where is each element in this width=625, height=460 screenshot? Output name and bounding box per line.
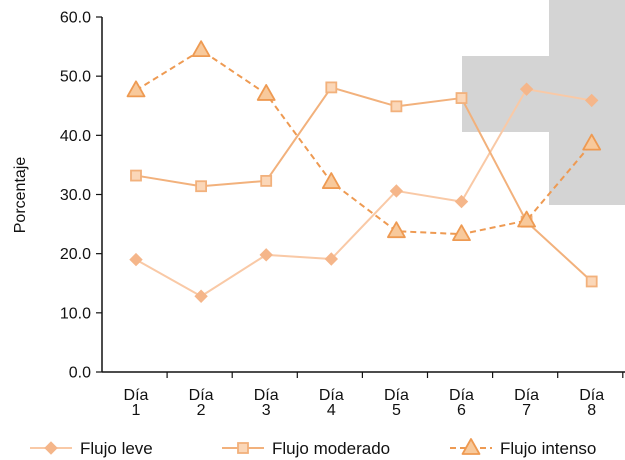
x-tick-label: Día 1 [124, 387, 149, 419]
x-tick-label: Día 4 [319, 387, 344, 419]
series-layer [126, 40, 602, 303]
data-point-flujo-moderado [130, 169, 142, 182]
data-point-flujo-intenso [582, 133, 602, 151]
legend-item-flujo-intenso: Flujo intenso [450, 438, 596, 458]
y-tick-label: 0.0 [69, 365, 91, 382]
axes: 0.0 10.0 20.0 30.0 40.0 50.0 60.0 Día 1 Día 2 Día 3 D… [60, 10, 625, 419]
data-point-flujo-leve [584, 93, 599, 108]
legend-marker [461, 438, 481, 455]
data-point-flujo-moderado [325, 81, 338, 94]
x-tick-label: Día 2 [189, 387, 214, 419]
legend-marker [237, 442, 249, 454]
data-point-flujo-leve [324, 252, 339, 266]
y-tick-label: 40.0 [60, 128, 91, 145]
data-point-flujo-moderado [455, 92, 468, 104]
data-point-flujo-intenso [191, 40, 211, 58]
data-point-flujo-intenso [452, 224, 471, 242]
data-point-flujo-intenso [386, 221, 406, 239]
series-line-flujo-leve [135, 88, 592, 298]
data-point-flujo-leve [389, 184, 404, 198]
data-point-flujo-leve [194, 289, 208, 303]
data-point-flujo-moderado [195, 180, 208, 193]
series-flujo-leve [129, 82, 599, 303]
legend-label: Flujo moderado [272, 439, 390, 458]
series-flujo-intenso [126, 40, 602, 242]
legend: Flujo leve Flujo moderado Flujo intenso [30, 438, 596, 458]
legend-marker [44, 441, 58, 455]
data-point-flujo-moderado [260, 174, 273, 187]
data-point-flujo-leve [519, 82, 534, 96]
legend-item-flujo-moderado: Flujo moderado [222, 439, 390, 458]
legend-label: Flujo intenso [500, 439, 596, 458]
y-tick-label: 50.0 [60, 69, 91, 86]
y-axis-title: Porcentaje [12, 157, 29, 234]
legend-label: Flujo leve [80, 439, 153, 458]
x-tick-label: Día 7 [514, 387, 539, 419]
data-point-flujo-intenso [517, 210, 536, 228]
series-line-flujo-intenso [135, 49, 593, 236]
data-point-flujo-leve [129, 252, 143, 267]
background-shapes [462, 0, 625, 205]
data-point-flujo-leve [454, 194, 469, 209]
data-point-flujo-moderado [585, 275, 598, 288]
legend-item-flujo-leve: Flujo leve [30, 439, 153, 458]
x-tick-label: Día 6 [449, 387, 474, 419]
data-point-flujo-intenso [126, 80, 146, 98]
x-tick-label: Día 8 [579, 387, 604, 419]
data-point-flujo-intenso [256, 84, 276, 101]
y-tick-label: 60.0 [60, 10, 91, 27]
data-point-flujo-intenso [321, 172, 341, 189]
series-line-flujo-moderado [135, 86, 593, 283]
data-point-flujo-moderado [390, 100, 403, 113]
y-tick-label: 20.0 [60, 246, 91, 263]
x-tick-label: Día 5 [384, 387, 409, 419]
y-tick-label: 10.0 [60, 305, 91, 322]
y-tick-label: 30.0 [60, 187, 91, 204]
background-gray-bar [549, 0, 625, 205]
data-point-flujo-leve [259, 248, 273, 262]
x-tick-label: Día 3 [254, 387, 279, 419]
